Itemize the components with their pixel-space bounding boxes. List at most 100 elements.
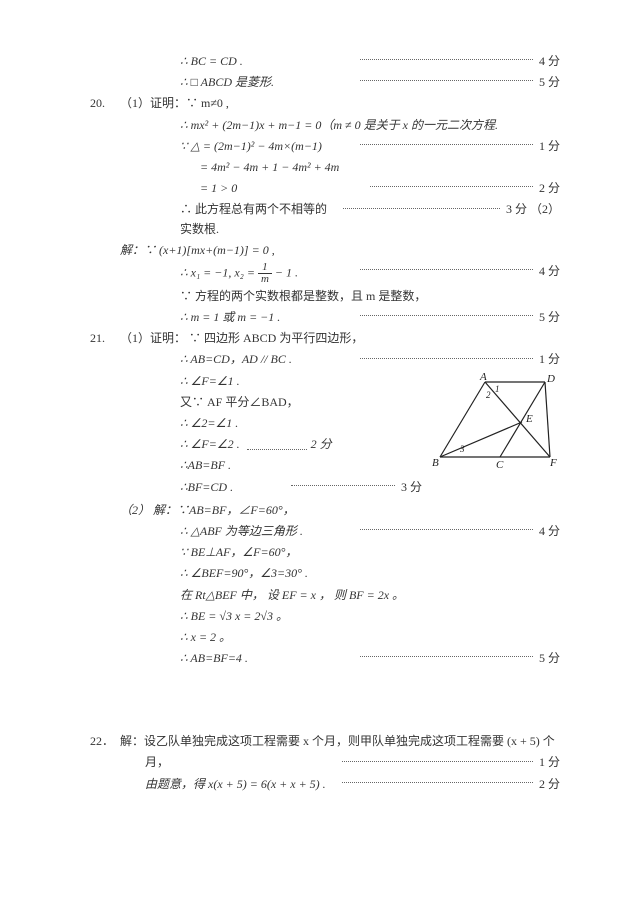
q20-l4: = 1 > 0 2 分 [90,179,560,198]
score: 4 分 [539,262,560,281]
q22-header: 22． 解：设乙队单独完成这项工程需要 x 个月，则甲队单独完成这项工程需要 (… [90,732,560,751]
text: = 4m² − 4m + 1 − 4m² + 4m [200,158,560,177]
q21-p1-label: （1）证明： ∵ 四边形 ABCD 为平行四边形， [120,329,560,348]
q21-l6: ∴AB=BF . [90,456,422,475]
svg-text:A: A [479,372,487,383]
q21-l8: ∴ △ABF 为等边三角形 . 4 分 [90,522,560,541]
q22-l2: 月， 1 分 [90,753,560,772]
text: = 1 > 0 [200,179,364,198]
q20-header: 20. （1）证明：∵ m≠0 , [90,94,560,113]
text: ∴ m = 1 或 m = −1 . [180,308,354,327]
q20-p1-label: （1）证明：∵ m≠0 , [120,94,560,113]
svg-text:E: E [525,413,533,425]
dots [343,200,500,208]
dots [360,522,534,530]
q21-l12: ∴ BE = √3 x = 2√3 。 [90,607,560,626]
score: 5 分 [539,649,560,668]
text: ∴ x = 2 。 [180,628,560,647]
t: ∴ ∠F=∠2 . [180,437,240,451]
q21-l4: ∴ ∠2=∠1 . [90,414,422,433]
q20-number: 20. [90,94,120,113]
dots [291,478,396,486]
q21-l5: ∴ ∠F=∠2 . 2 分 [90,435,422,454]
dots [360,262,534,270]
text: 由题意，得 x(x + 5) = 6(x + x + 5) . [145,775,336,794]
q21-l14: ∴ AB=BF=4 . 5 分 [90,649,560,668]
text: ∴BF=CD . [180,478,285,497]
q21-number: 21. [90,329,120,348]
score: 2 分 [539,179,560,198]
dots [370,179,534,187]
text: ∴ ∠2=∠1 . [180,414,422,433]
text: ∴ AB=BF=4 . [180,649,354,668]
text: ∴ AB=CD，AD // BC . [180,350,354,369]
q21-l11: 在 Rt△BEF 中， 设 EF = x ， 则 BF = 2x 。 [90,586,560,605]
svg-text:2: 2 [486,390,491,400]
q20-l3: = 4m² − 4m + 1 − 4m² + 4m [90,158,560,177]
text: ∴ □ ABCD 是菱形. [180,73,354,92]
score: 4 分 [539,522,560,541]
score: 4 分 [539,52,560,71]
score: 1 分 [539,137,560,156]
dots [360,137,534,145]
dots [360,649,534,657]
text: ∴ x₁ = −1, x₂ = 1m − 1 . [180,262,354,285]
text: ∴ BE = √3 x = 2√3 。 [180,607,560,626]
dots [360,73,534,81]
text: ∴ ∠BEF=90°，∠3=30° . [180,564,560,583]
dots [360,52,534,60]
q20-l7: ∵ 方程的两个实数根都是整数，且 m 是整数， [90,287,560,306]
text: ∵ 方程的两个实数根都是整数，且 m 是整数， [180,287,560,306]
svg-text:F: F [549,457,557,469]
svg-text:C: C [496,459,504,471]
q21-l1: ∴ AB=CD，AD // BC . 1 分 [90,350,560,369]
q22-number: 22． [90,732,120,751]
score: 2 分 [311,437,332,451]
svg-text:3: 3 [459,444,465,454]
t: ∴ x₁ = −1, x₂ = [180,265,258,279]
text: ∴AB=BF . [180,456,422,475]
text: ∵ BE⊥AF，∠F=60°， [180,543,560,562]
q21-l3: 又∵ AF 平分∠BAD， [90,393,422,412]
q21-header: 21. （1）证明： ∵ 四边形 ABCD 为平行四边形， [90,329,560,348]
pre19-line2: ∴ □ ABCD 是菱形. 5 分 [90,73,560,92]
q20-l5: ∴ 此方程总有两个不相等的实数根. 3 分 （2） [90,200,560,238]
q22-l3: 由题意，得 x(x + 5) = 6(x + x + 5) . 2 分 [90,775,560,794]
text: ∴ BC = CD . [180,52,354,71]
score: 3 分 [401,478,422,497]
dots [360,350,534,358]
text: 又∵ AF 平分∠BAD， [180,393,422,412]
pre19-line1: ∴ BC = CD . 4 分 [90,52,560,71]
q20-l2: ∵ △ = (2m−1)² − 4m×(m−1) 1 分 [90,137,560,156]
score: 2 分 [539,775,560,794]
q20-p2-label: 解：∵ (x+1)[mx+(m−1)] = 0 , [90,241,560,260]
text: （2） 解：∵AB=BF，∠F=60°， [120,501,560,520]
text: ∴ 此方程总有两个不相等的实数根. [180,200,337,238]
q21-block: 21. （1）证明： ∵ 四边形 ABCD 为平行四边形， ∴ AB=CD，AD… [90,329,560,499]
den: m [258,274,272,285]
score: 5 分 [539,308,560,327]
q21-l10: ∴ ∠BEF=90°，∠3=30° . [90,564,560,583]
q21-l9: ∵ BE⊥AF，∠F=60°， [90,543,560,562]
dots [342,753,533,761]
text: 月， [145,753,336,772]
svg-text:B: B [432,457,439,469]
text: ∴ mx² + (2m−1)x + m−1 = 0（m ≠ 0 是关于 x 的一… [180,116,560,135]
text: ∴ ∠F=∠1 . [180,372,422,391]
text: 在 Rt△BEF 中， 设 EF = x ， 则 BF = 2x 。 [180,586,560,605]
q20-l8: ∴ m = 1 或 m = −1 . 5 分 [90,308,560,327]
svg-text:1: 1 [495,384,500,394]
q22-l1: 解：设乙队单独完成这项工程需要 x 个月，则甲队单独完成这项工程需要 (x + … [120,732,560,751]
q21-l2: ∴ ∠F=∠1 . [90,372,422,391]
q20-l1: ∴ mx² + (2m−1)x + m−1 = 0（m ≠ 0 是关于 x 的一… [90,116,560,135]
q21-l7: ∴BF=CD . 3 分 [90,478,422,497]
text: ∴ △ABF 为等边三角形 . [180,522,354,541]
q21-l13: ∴ x = 2 。 [90,628,560,647]
text: 解：∵ (x+1)[mx+(m−1)] = 0 , [120,241,560,260]
q21-p2-label: （2） 解：∵AB=BF，∠F=60°， [90,501,560,520]
parallelogram-diagram: A D B C F E 1 2 3 [430,372,560,478]
score: 3 分 （2） [506,200,560,219]
text: ∵ △ = (2m−1)² − 4m×(m−1) [180,137,354,156]
dots [247,441,307,449]
q20-l6: ∴ x₁ = −1, x₂ = 1m − 1 . 4 分 [90,262,560,285]
